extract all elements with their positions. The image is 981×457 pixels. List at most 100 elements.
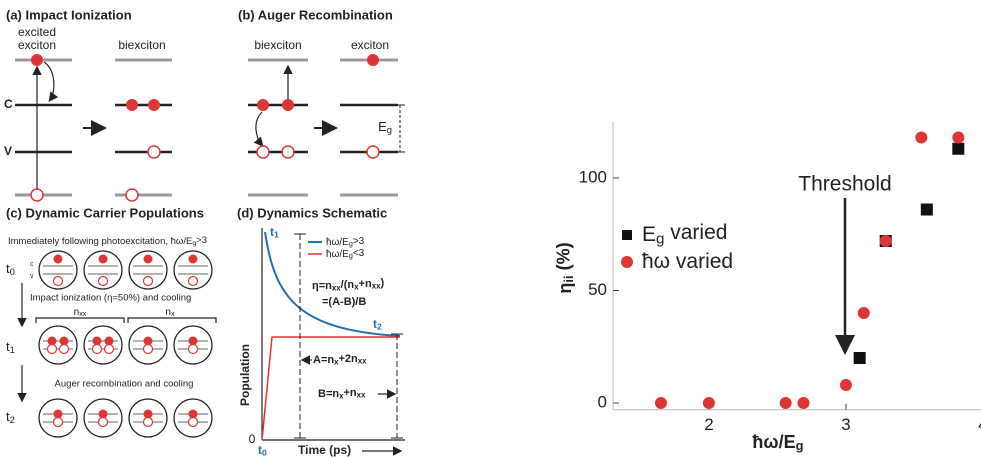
point	[779, 397, 792, 409]
cell	[38, 398, 78, 438]
panel-title: (a) Impact Ionization	[6, 7, 132, 22]
text-run: g	[192, 240, 196, 247]
text-run: x	[354, 283, 359, 292]
cell	[128, 325, 168, 365]
level-label: v	[30, 273, 34, 280]
text-run: +2n	[339, 353, 359, 365]
text-run: t	[6, 409, 10, 424]
legend-entry: Eg varied	[642, 221, 727, 248]
gap-label: Eg	[378, 119, 392, 135]
text-run: >3	[353, 236, 365, 247]
text-run: )	[380, 277, 384, 289]
level-label: C	[4, 97, 13, 111]
caption: Immediately following photoexcitation, ħ…	[8, 235, 207, 247]
level-label: c	[30, 261, 34, 268]
electron	[188, 409, 198, 419]
text-run: xx	[332, 283, 341, 292]
text-run: xx	[372, 282, 381, 291]
text-run: E	[642, 223, 656, 246]
hole	[52, 416, 64, 428]
cell	[173, 250, 213, 290]
text-run: Immediately following photoexcitation, ħ…	[8, 236, 192, 247]
equation: η=nxx/(nx+nxx)	[312, 277, 384, 292]
label: biexciton	[118, 38, 165, 52]
text-run: ii	[561, 275, 576, 282]
text-run: η	[555, 283, 575, 294]
tick-label: 0	[249, 432, 256, 446]
text-run: +n	[344, 387, 357, 399]
text-run: 2	[10, 415, 15, 425]
annotation: Threshold	[798, 173, 891, 196]
panel-b: (b) Auger Recombination biexciton excito…	[238, 7, 405, 197]
text-run: +n	[359, 278, 372, 290]
hole	[52, 275, 64, 287]
panel-title: (c) Dynamic Carrier Populations	[6, 205, 204, 220]
cell	[128, 398, 168, 438]
text-run: 2	[377, 322, 382, 332]
cell	[83, 398, 123, 438]
label: exciton	[351, 38, 389, 52]
point	[702, 397, 715, 409]
text-run: 0	[10, 267, 15, 277]
text-run: 0	[262, 448, 267, 457]
text-run: x	[171, 309, 175, 318]
hole	[103, 343, 115, 355]
text-run: ħω/E	[326, 237, 349, 248]
x-tick-label: 3	[841, 415, 850, 434]
legend-marker	[621, 256, 633, 268]
point	[952, 131, 965, 144]
text-run: t	[270, 225, 274, 239]
cell	[83, 250, 123, 290]
hole	[46, 343, 58, 355]
hole	[187, 416, 199, 428]
electron	[143, 336, 153, 346]
point	[879, 235, 892, 247]
text-run: ħω varied	[642, 250, 733, 273]
text-run: g	[796, 438, 804, 453]
x-tick-label: 4	[978, 415, 981, 434]
equation: =(A-B)/B	[322, 296, 366, 308]
electron	[98, 254, 108, 264]
cell	[173, 398, 213, 438]
text-run: η=n	[312, 280, 332, 292]
panel-title: (d) Dynamics Schematic	[237, 205, 387, 220]
level-label: V	[4, 144, 12, 158]
text-run: n	[74, 307, 80, 318]
point	[839, 379, 852, 391]
point	[920, 203, 933, 216]
electron	[53, 409, 63, 419]
text-run: xx	[358, 357, 367, 366]
axis-label: Population	[238, 344, 252, 406]
point	[915, 131, 928, 144]
text-run: <3	[353, 248, 365, 259]
bracket-label: nxx	[74, 307, 87, 318]
time-label: t1	[270, 225, 279, 240]
electron	[188, 336, 198, 346]
label: biexciton	[254, 38, 301, 52]
cell	[128, 250, 168, 290]
cell	[38, 325, 78, 365]
cell	[173, 325, 213, 365]
text-run: g	[387, 125, 392, 135]
electron	[92, 336, 102, 346]
text-run: (%)	[553, 242, 573, 275]
electron	[53, 254, 63, 264]
y-tick-label: 50	[588, 280, 607, 299]
text-run: g	[349, 239, 353, 248]
legend-entry: ħω varied	[642, 250, 733, 273]
text-run: >3	[196, 235, 207, 246]
panel-title: (b) Auger Recombination	[238, 7, 393, 22]
caption: Impact ionization (η=50%) and cooling	[30, 293, 191, 304]
text-run: g	[349, 251, 353, 260]
caption: Auger recombination and cooling	[55, 379, 194, 390]
point	[797, 397, 810, 409]
text-run: t	[6, 339, 10, 354]
point	[853, 352, 866, 364]
electron	[143, 254, 153, 264]
text-run: E	[378, 119, 387, 134]
text-run: A=n	[313, 354, 334, 366]
electron	[188, 254, 198, 264]
hole	[187, 275, 199, 287]
